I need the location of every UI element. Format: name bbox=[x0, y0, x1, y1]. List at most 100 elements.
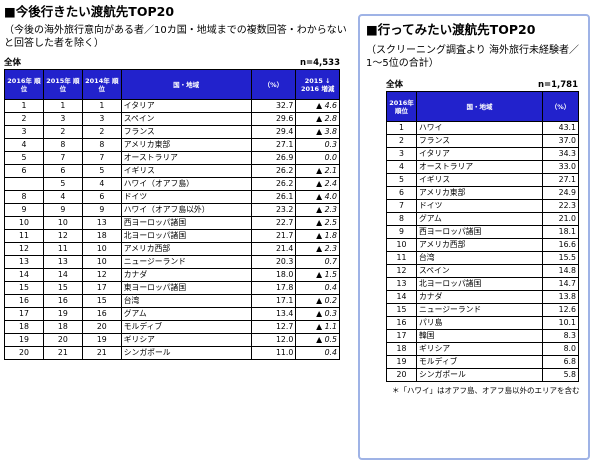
percent-cell: 13.8 bbox=[542, 290, 579, 304]
percent-cell: 26.2 bbox=[250, 164, 297, 178]
change-cell: ▲ 2.4 bbox=[295, 177, 340, 191]
percent-cell: 12.7 bbox=[250, 320, 297, 334]
left-total-label: 全体 bbox=[4, 58, 22, 68]
percent-cell: 18.1 bbox=[542, 225, 579, 239]
table-row: 2 3 3 スペイン 29.6 ▲ 2.8 bbox=[4, 112, 340, 126]
rank-2014-cell: 7 bbox=[81, 151, 122, 165]
rank-cell: 6 bbox=[386, 186, 417, 200]
country-cell: イタリア bbox=[120, 99, 252, 113]
right-footnote: ＊「ハワイ」はオアフ島、オアフ島以外のエリアを含む bbox=[392, 386, 580, 395]
rank-2016-cell: 11 bbox=[4, 229, 44, 243]
rank-2014-cell: 17 bbox=[81, 281, 122, 295]
rank-cell: 5 bbox=[386, 173, 417, 187]
table-row: 5 7 7 オーストラリア 26.9 0.0 bbox=[4, 151, 340, 165]
percent-cell: 29.6 bbox=[250, 112, 297, 126]
percent-cell: 34.3 bbox=[542, 147, 579, 161]
rank-2014-cell: 20 bbox=[81, 320, 122, 334]
percent-cell: 33.0 bbox=[542, 160, 579, 174]
table-row: 10 10 13 西ヨーロッパ諸国 22.7 ▲ 2.5 bbox=[4, 216, 340, 230]
header-rank2014: 2014年 順位 bbox=[81, 69, 122, 100]
table-row: 14 カナダ 13.8 bbox=[386, 290, 579, 304]
percent-cell: 17.8 bbox=[250, 281, 297, 295]
rank-2015-cell: 11 bbox=[42, 242, 83, 256]
country-cell: パリ島 bbox=[416, 316, 543, 330]
table-row: 2 フランス 37.0 bbox=[386, 134, 579, 148]
rank-cell: 2 bbox=[386, 134, 417, 148]
rank-2015-cell: 15 bbox=[42, 281, 83, 295]
left-note: （今後の海外旅行意向がある者／10カ国・地域までの複数回答・わからないと回答した… bbox=[4, 25, 347, 49]
rank-2014-cell: 8 bbox=[81, 138, 122, 152]
rank-cell: 14 bbox=[386, 290, 417, 304]
table-row: 3 2 2 フランス 29.4 ▲ 3.8 bbox=[4, 125, 340, 139]
country-cell: グアム bbox=[120, 307, 252, 321]
rank-2016-cell: 20 bbox=[4, 346, 44, 360]
change-cell: ▲ 2.8 bbox=[295, 112, 340, 126]
country-cell: 東ヨーロッパ諸国 bbox=[120, 281, 252, 295]
change-cell: ▲ 2.1 bbox=[295, 164, 340, 178]
table-row: 20 シンガポール 5.8 bbox=[386, 368, 579, 382]
percent-cell: 10.1 bbox=[542, 316, 579, 330]
country-cell: アメリカ西部 bbox=[120, 242, 252, 256]
rank-2016-cell: 9 bbox=[4, 203, 44, 217]
table-row: 17 韓国 8.3 bbox=[386, 329, 579, 343]
table-row: 13 北ヨーロッパ諸国 14.7 bbox=[386, 277, 579, 291]
table-row: 9 9 9 ハワイ（オアフ島以外） 23.2 ▲ 2.3 bbox=[4, 203, 340, 217]
rank-2015-cell: 13 bbox=[42, 255, 83, 269]
country-cell: ハワイ（オアフ島） bbox=[120, 177, 252, 191]
rank-2015-cell: 10 bbox=[42, 216, 83, 230]
rank-2015-cell: 5 bbox=[42, 177, 83, 191]
country-cell: イギリス bbox=[416, 173, 543, 187]
percent-cell: 11.0 bbox=[250, 346, 297, 360]
rank-2015-cell: 7 bbox=[42, 151, 83, 165]
right-header-country: 国・地域 bbox=[416, 91, 543, 122]
table-row: 7 ドイツ 22.3 bbox=[386, 199, 579, 213]
right-panel: ■行ってみたい渡航先TOP20 （スクリーニング調査より 海外旅行未経験者／1～… bbox=[358, 14, 590, 460]
percent-cell: 12.0 bbox=[250, 333, 297, 347]
country-cell: 北ヨーロッパ諸国 bbox=[120, 229, 252, 243]
header-country: 国・地域 bbox=[120, 69, 252, 100]
header-rank2015: 2015年 順位 bbox=[42, 69, 83, 100]
table-row: 11 12 18 北ヨーロッパ諸国 21.7 ▲ 1.8 bbox=[4, 229, 340, 243]
rank-2015-cell: 20 bbox=[42, 333, 83, 347]
right-total-label: 全体 bbox=[386, 80, 404, 90]
rank-2016-cell: 10 bbox=[4, 216, 44, 230]
table-row: 1 1 1 イタリア 32.7 ▲ 4.6 bbox=[4, 99, 340, 113]
percent-cell: 26.9 bbox=[250, 151, 297, 165]
country-cell: 西ヨーロッパ諸国 bbox=[416, 225, 543, 239]
rank-2014-cell: 4 bbox=[81, 177, 122, 191]
table-row: 15 15 17 東ヨーロッパ諸国 17.8 0.4 bbox=[4, 281, 340, 295]
percent-cell: 17.1 bbox=[250, 294, 297, 308]
right-note: （スクリーニング調査より 海外旅行未経験者／1～5位の合計） bbox=[366, 45, 579, 69]
left-table-body: 1 1 1 イタリア 32.7 ▲ 4.6 2 3 3 スペイン 29.6 ▲ 2.8 3 2 2 フランス 2… bbox=[4, 99, 340, 360]
table-row: 16 16 15 台湾 17.1 ▲ 0.2 bbox=[4, 294, 340, 308]
table-row: 10 アメリカ西部 16.6 bbox=[386, 238, 579, 252]
rank-cell: 18 bbox=[386, 342, 417, 356]
percent-cell: 26.1 bbox=[250, 190, 297, 204]
percent-cell: 16.6 bbox=[542, 238, 579, 252]
rank-cell: 17 bbox=[386, 329, 417, 343]
change-cell: ▲ 1.1 bbox=[295, 320, 340, 334]
country-cell: モルディブ bbox=[120, 320, 252, 334]
rank-2014-cell: 2 bbox=[81, 125, 122, 139]
rank-2015-cell: 19 bbox=[42, 307, 83, 321]
rank-2016-cell bbox=[4, 177, 44, 191]
left-title: ■今後行きたい渡航先TOP20 bbox=[4, 4, 175, 19]
country-cell: ハワイ bbox=[416, 121, 543, 135]
change-cell: ▲ 2.3 bbox=[295, 242, 340, 256]
country-cell: スペイン bbox=[416, 264, 543, 278]
change-cell: ▲ 2.3 bbox=[295, 203, 340, 217]
percent-cell: 8.3 bbox=[542, 329, 579, 343]
table-row: 1 ハワイ 43.1 bbox=[386, 121, 579, 135]
rank-2016-cell: 1 bbox=[4, 99, 44, 113]
table-row: 17 19 16 グアム 13.4 ▲ 0.3 bbox=[4, 307, 340, 321]
country-cell: 韓国 bbox=[416, 329, 543, 343]
change-cell: ▲ 1.8 bbox=[295, 229, 340, 243]
table-row: 14 14 12 カナダ 18.0 ▲ 1.5 bbox=[4, 268, 340, 282]
percent-cell: 22.3 bbox=[542, 199, 579, 213]
rank-cell: 19 bbox=[386, 355, 417, 369]
rank-2015-cell: 4 bbox=[42, 190, 83, 204]
percent-cell: 21.7 bbox=[250, 229, 297, 243]
percent-cell: 24.9 bbox=[542, 186, 579, 200]
rank-2016-cell: 16 bbox=[4, 294, 44, 308]
percent-cell: 23.2 bbox=[250, 203, 297, 217]
